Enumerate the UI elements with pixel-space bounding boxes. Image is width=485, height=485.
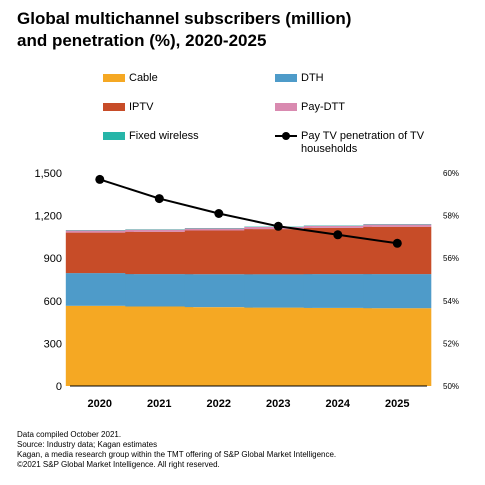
penetration-point-2025 (392, 238, 402, 248)
y-right-tick-label: 58% (443, 212, 459, 221)
penetration-point-2024 (333, 230, 343, 240)
bar-iptv-2022 (184, 230, 253, 275)
bar-pay-dtt-2022 (184, 228, 253, 231)
footer-kagan-note: Kagan, a media research group within the… (17, 450, 337, 459)
y-right-tick-label: 56% (443, 254, 459, 263)
bar-pay-dtt-2020 (65, 230, 134, 233)
footer-compiled-note: Data compiled October 2021. (17, 430, 122, 439)
bar-cable-2021 (125, 306, 194, 386)
y-right-tick-label: 60% (443, 169, 459, 178)
bar-dth-2024 (303, 274, 372, 308)
chart-footer: Data compiled October 2021. Source: Indu… (17, 430, 477, 470)
bar-dth-2022 (184, 274, 253, 308)
bar-cable-2025 (363, 308, 432, 386)
bar-dth-2023 (244, 274, 313, 308)
bar-pay-dtt-2025 (363, 224, 432, 227)
penetration-line (99, 178, 398, 245)
x-tick-label-2022: 2022 (207, 398, 231, 410)
y-right-tick-label: 52% (443, 339, 459, 348)
penetration-point-2020 (95, 174, 105, 184)
x-tick-label-2021: 2021 (147, 398, 171, 410)
bar-dth-2025 (363, 274, 432, 309)
y-left-tick-label: 300 (44, 338, 62, 350)
bar-iptv-2025 (363, 226, 432, 275)
bar-cable-2023 (244, 307, 313, 386)
y-left-tick-label: 1,200 (34, 211, 62, 223)
chart-title: Global multichannel subscribers (million… (17, 8, 417, 52)
penetration-point-2021 (154, 194, 164, 204)
footer-copyright: ©2021 S&P Global Market Intelligence. Al… (17, 460, 220, 469)
bar-iptv-2020 (65, 232, 134, 274)
x-tick-label-2020: 2020 (88, 398, 112, 410)
x-tick-label-2025: 2025 (385, 398, 409, 410)
chart-title-line-2: and penetration (%), 2020-2025 (17, 31, 267, 50)
x-tick-label-2023: 2023 (266, 398, 290, 410)
bar-pay-dtt-2021 (125, 229, 194, 232)
x-tick-label-2024: 2024 (326, 398, 351, 410)
penetration-point-2023 (273, 221, 283, 231)
footer-source-note: Source: Industry data; Kagan estimates (17, 440, 158, 449)
y-right-tick-label: 50% (443, 382, 459, 391)
y-left-tick-label: 600 (44, 296, 62, 308)
bar-iptv-2021 (125, 231, 194, 275)
bar-iptv-2023 (244, 229, 313, 275)
bar-cable-2022 (184, 307, 253, 386)
bar-cable-2024 (303, 307, 372, 386)
penetration-point-2022 (214, 209, 224, 218)
bar-dth-2021 (125, 274, 194, 307)
y-left-tick-label: 900 (44, 253, 62, 265)
bar-dth-2020 (65, 273, 134, 306)
chart-title-line-1: Global multichannel subscribers (million… (17, 9, 352, 28)
bar-cable-2020 (65, 305, 134, 386)
bar-pay-dtt-2024 (303, 225, 372, 228)
y-left-tick-label: 1,500 (34, 168, 62, 180)
y-right-tick-label: 54% (443, 297, 459, 306)
y-left-tick-label: 0 (56, 381, 62, 393)
